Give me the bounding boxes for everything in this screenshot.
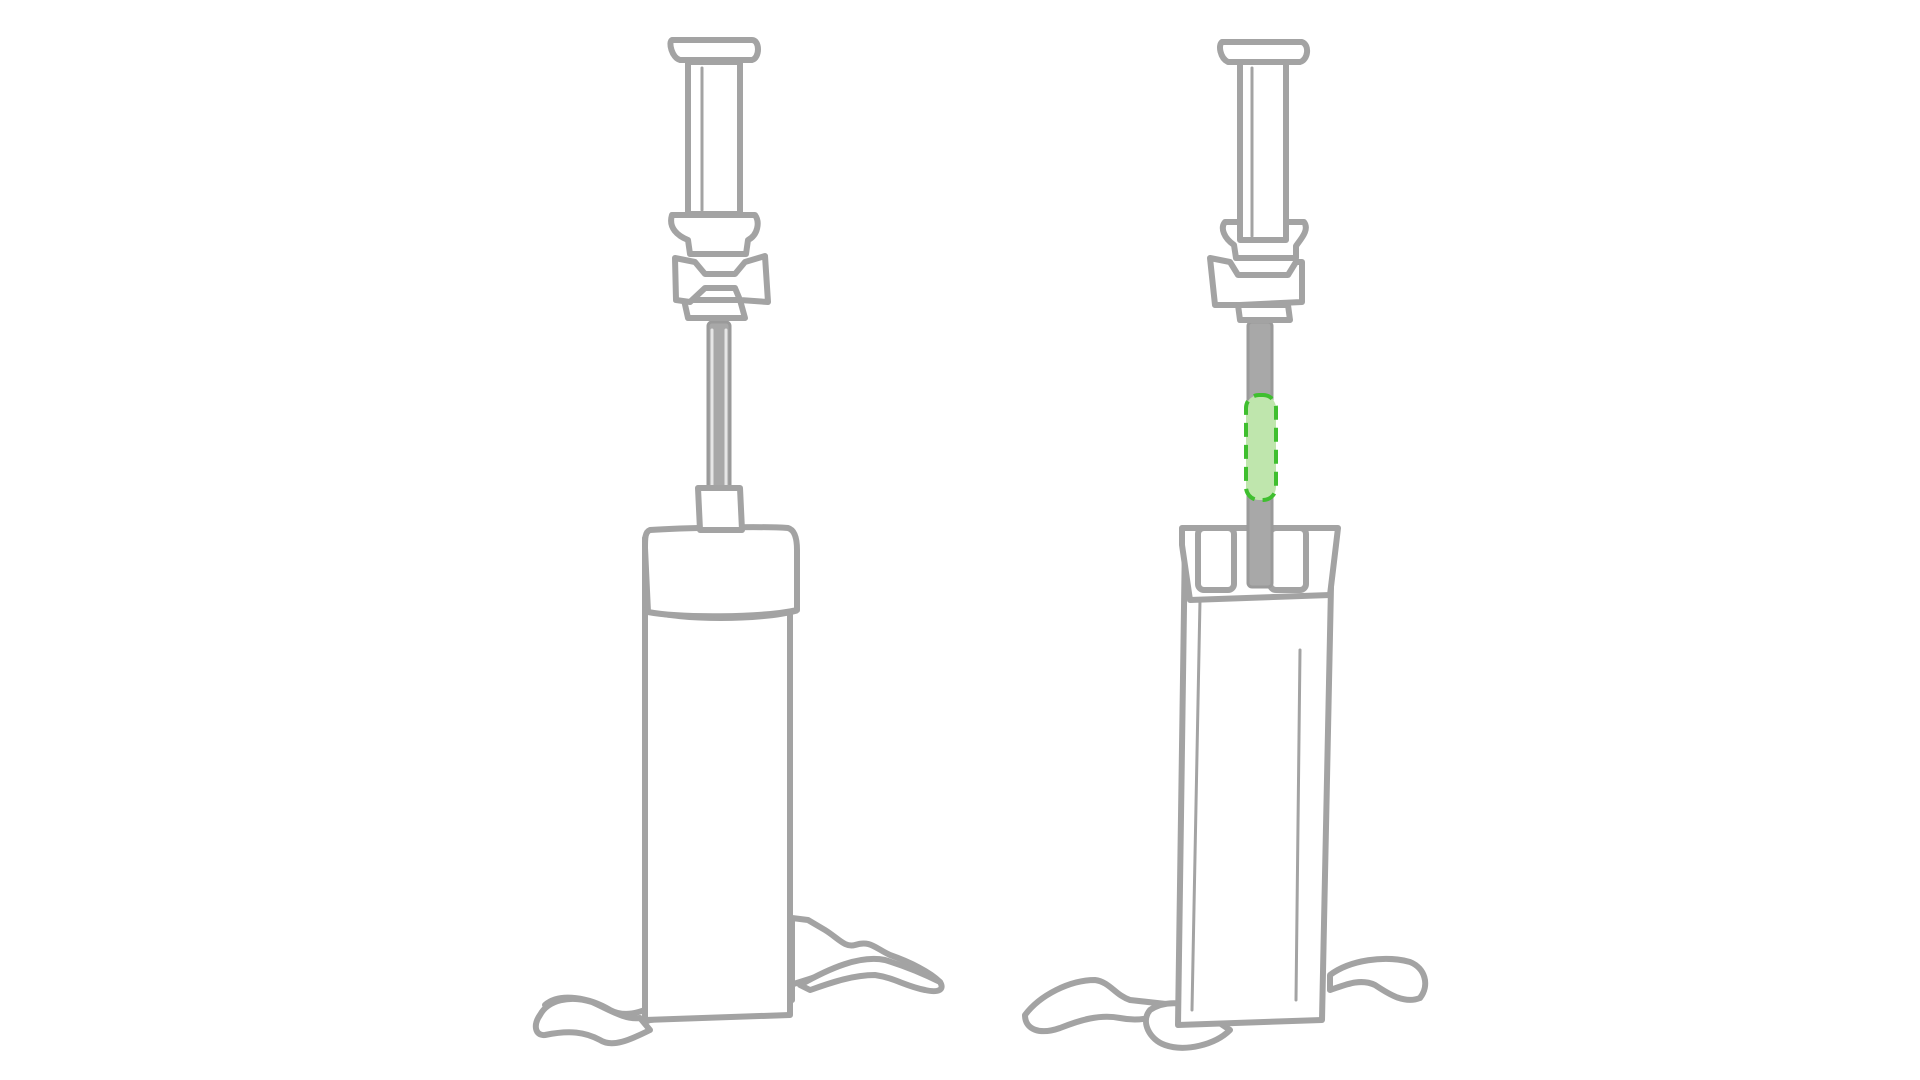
foot-right-wing — [797, 956, 945, 995]
coupling-nut — [681, 297, 748, 321]
t-handle — [667, 37, 761, 63]
window-right — [1267, 525, 1309, 593]
coupling-nut-side — [1235, 302, 1293, 323]
rod-collar — [695, 485, 745, 533]
print-area-marker — [1244, 393, 1278, 502]
handle-stem-side — [1237, 59, 1289, 243]
cap-rim — [646, 610, 799, 621]
barrel-seam-left — [1190, 598, 1202, 1012]
handle-stem — [685, 59, 743, 217]
valve-block — [668, 212, 761, 257]
pump-front-view — [532, 37, 945, 1047]
barrel-cap — [642, 524, 800, 620]
foot-right-wing-side — [1327, 955, 1429, 1003]
coupling-body-side — [1207, 255, 1305, 308]
coupling-body — [672, 253, 771, 305]
barrel-seam-right — [1294, 648, 1302, 1002]
foot-left-wing — [532, 995, 653, 1047]
window-left — [1195, 525, 1237, 593]
t-handle-side — [1217, 39, 1310, 65]
pump-side-view — [1022, 39, 1429, 1051]
